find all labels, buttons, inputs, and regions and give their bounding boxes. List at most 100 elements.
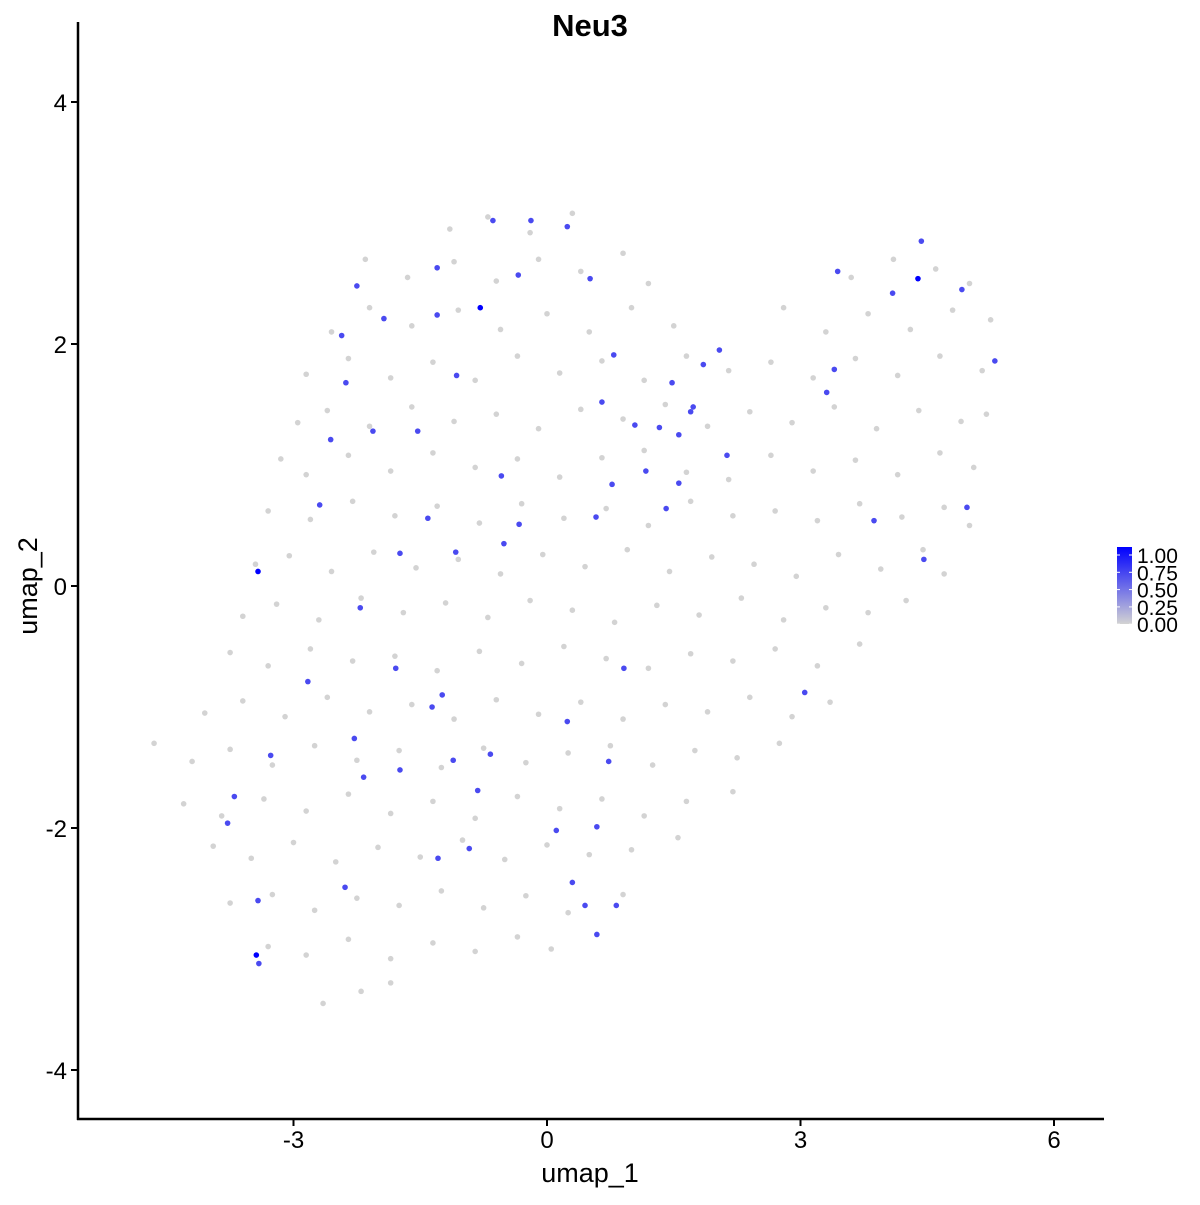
point-expressing (599, 399, 605, 405)
point-background (476, 648, 483, 655)
point-background (865, 310, 871, 317)
point-background (485, 214, 491, 220)
point-background (704, 709, 711, 715)
point-background (354, 895, 360, 901)
y-tick-label: 2 (54, 332, 67, 359)
point-expressing (871, 517, 877, 524)
point-expressing (267, 752, 274, 759)
point-background (265, 508, 271, 514)
point-background (730, 513, 736, 519)
point-background (387, 980, 394, 986)
point-background (273, 601, 280, 607)
point-background (434, 503, 440, 509)
point-expressing (564, 718, 571, 725)
point-background (620, 891, 626, 898)
point-expressing (255, 897, 261, 904)
point-background (523, 759, 529, 766)
x-tick-label: 3 (794, 1127, 807, 1154)
point-background (877, 566, 884, 572)
point-background (831, 404, 838, 410)
point-expressing (231, 793, 238, 800)
point-background (890, 256, 897, 263)
point-expressing (498, 473, 505, 479)
point-background (201, 710, 208, 716)
point-background (227, 649, 233, 656)
y-axis-label: umap_2 (13, 537, 43, 635)
point-background (320, 1000, 326, 1007)
point-background (252, 561, 259, 568)
point-background (485, 614, 491, 621)
point-background (409, 404, 415, 410)
point-background (941, 504, 947, 511)
point-background (349, 658, 356, 664)
point-background (649, 762, 656, 768)
point-background (894, 372, 901, 379)
point-background (970, 464, 977, 471)
y-ticks: -4 -2 0 2 4 (46, 90, 78, 1085)
point-expressing (889, 290, 896, 296)
point-background (409, 323, 415, 329)
x-ticks: -3 0 3 6 (283, 1119, 1061, 1154)
point-expressing (663, 505, 669, 512)
point-background (780, 617, 787, 623)
colorbar-label: 1.00 (1137, 545, 1178, 568)
point-background (261, 796, 267, 802)
point-background (768, 359, 774, 365)
point-background (852, 355, 859, 362)
point-background (569, 607, 576, 613)
point-expressing (357, 604, 364, 611)
colorbar-label: 0.75 (1137, 562, 1178, 585)
point-background (569, 210, 576, 217)
point-background (366, 423, 373, 430)
point-background (983, 411, 990, 417)
point-background (814, 663, 821, 669)
point-background (894, 471, 901, 478)
point-background (265, 943, 271, 950)
points-layer (151, 210, 998, 1007)
point-background (493, 278, 500, 284)
point-background (556, 370, 563, 376)
point-background (776, 740, 783, 747)
y-tick-label: -4 (46, 1058, 67, 1085)
point-expressing (429, 704, 435, 710)
point-expressing (439, 692, 446, 698)
point-background (480, 745, 487, 751)
point-expressing (834, 268, 841, 275)
point-expressing (553, 827, 560, 834)
point-expressing (915, 275, 921, 282)
point-background (366, 304, 373, 311)
x-tick-label: 6 (1047, 1127, 1060, 1154)
point-background (561, 515, 567, 522)
point-background (780, 304, 787, 311)
point-background (447, 226, 453, 232)
point-expressing (676, 480, 682, 486)
point-background (708, 554, 715, 560)
point-background (430, 798, 436, 805)
point-expressing (613, 902, 620, 909)
point-background (417, 854, 424, 860)
point-background (654, 602, 660, 609)
point-background (240, 613, 246, 620)
point-background (793, 573, 800, 580)
point-expressing (487, 751, 494, 757)
x-tick-label: 0 (540, 1127, 553, 1154)
point-background (747, 694, 753, 701)
point-background (628, 846, 635, 853)
point-background (578, 268, 584, 275)
point-background (455, 307, 462, 313)
point-background (396, 747, 402, 754)
point-background (480, 905, 487, 911)
point-background (810, 468, 816, 474)
point-background (565, 750, 571, 756)
point-background (544, 842, 550, 848)
point-expressing (609, 481, 615, 488)
point-background (392, 513, 398, 519)
y-tick-label: 0 (54, 574, 67, 601)
point-background (151, 740, 157, 747)
point-expressing (610, 352, 617, 358)
point-background (848, 274, 854, 281)
point-background (413, 565, 419, 571)
point-expressing (397, 767, 403, 773)
point-background (387, 375, 394, 381)
